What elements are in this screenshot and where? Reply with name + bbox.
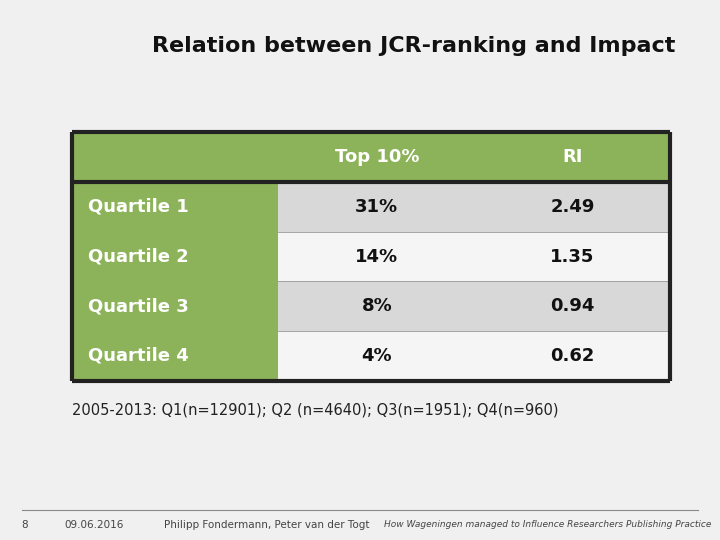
Bar [72,232,278,281]
Text: Relation between JCR-ranking and Impact: Relation between JCR-ranking and Impact [153,36,675,56]
Text: Philipp Fondermann, Peter van der Togt: Philipp Fondermann, Peter van der Togt [163,520,369,530]
Text: 8: 8 [22,520,28,530]
Bar [72,132,278,182]
Bar [278,281,475,331]
Bar [475,331,670,381]
Text: 0.62: 0.62 [550,347,595,365]
Text: Quartile 1: Quartile 1 [89,198,189,216]
Text: How Wageningen managed to Influence Researchers Publishing Practice: How Wageningen managed to Influence Rese… [384,521,711,529]
Text: 4%: 4% [361,347,392,365]
Text: 0.94: 0.94 [550,297,595,315]
Bar [72,331,278,381]
Text: Quartile 4: Quartile 4 [89,347,189,365]
Text: Quartile 3: Quartile 3 [89,297,189,315]
Bar [475,182,670,232]
Bar [278,331,475,381]
Bar [475,281,670,331]
Text: 31%: 31% [355,198,398,216]
Text: 2005-2013: Q1(n=12901); Q2 (n=4640); Q3(n=1951); Q4(n=960): 2005-2013: Q1(n=12901); Q2 (n=4640); Q3(… [72,403,559,418]
Bar [72,182,278,232]
Text: 1.35: 1.35 [550,247,595,266]
Text: RI: RI [562,148,582,166]
Bar [475,232,670,281]
Text: 8%: 8% [361,297,392,315]
Bar [72,281,278,331]
Text: 09.06.2016: 09.06.2016 [65,520,124,530]
Bar [475,132,670,182]
Text: Top 10%: Top 10% [335,148,419,166]
Text: 2.49: 2.49 [550,198,595,216]
Text: 14%: 14% [355,247,398,266]
Bar [278,182,475,232]
Bar [278,132,475,182]
Bar [278,232,475,281]
Text: Quartile 2: Quartile 2 [89,247,189,266]
